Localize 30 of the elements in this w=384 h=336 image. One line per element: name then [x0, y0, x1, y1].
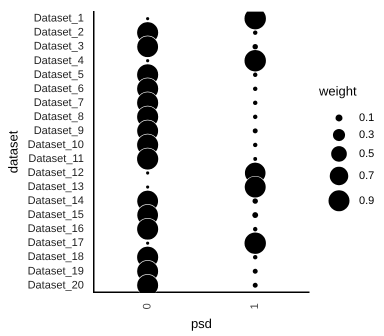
y-tick-label: Dataset_9 [34, 124, 84, 137]
y-tick-label: Dataset_1 [34, 12, 84, 25]
legend-label: 0.7 [359, 170, 374, 182]
y-tick-label: Dataset_5 [34, 68, 84, 81]
y-tick-label: Dataset_15 [28, 209, 84, 222]
y-tick-label: Dataset_16 [28, 223, 84, 236]
y-tick-label: Dataset_4 [34, 54, 84, 67]
y-tick-label: Dataset_3 [34, 40, 84, 53]
y-tick-label: Dataset_14 [28, 195, 84, 208]
legend-title: weight [318, 84, 357, 99]
y-tick-label: Dataset_19 [28, 265, 84, 278]
legend-label: 0.9 [359, 194, 374, 207]
x-axis-title: psd [190, 316, 212, 331]
y-tick-label: Dataset_7 [34, 96, 84, 109]
x-tick-label: 0 [142, 303, 154, 310]
y-tick-label: Dataset_12 [28, 167, 84, 180]
y-tick-label: Dataset_17 [28, 237, 84, 250]
y-tick-label: Dataset_11 [28, 152, 84, 165]
y-tick-label: Dataset_13 [28, 181, 84, 194]
y-tick-label: Dataset_8 [34, 110, 84, 123]
y-tick-label: Dataset_10 [28, 138, 84, 151]
x-tick-label: 1 [249, 303, 262, 310]
y-tick-label: Dataset_18 [28, 251, 84, 264]
legend-label: 0.5 [359, 148, 374, 160]
legend-label: 0.1 [359, 112, 374, 124]
y-tick-label: Dataset_2 [34, 26, 84, 39]
legend-label: 0.3 [359, 129, 374, 142]
y-tick-label: Dataset_20 [28, 279, 84, 292]
y-axis-title: dataset [5, 130, 20, 174]
y-tick-label: Dataset_6 [34, 82, 84, 95]
